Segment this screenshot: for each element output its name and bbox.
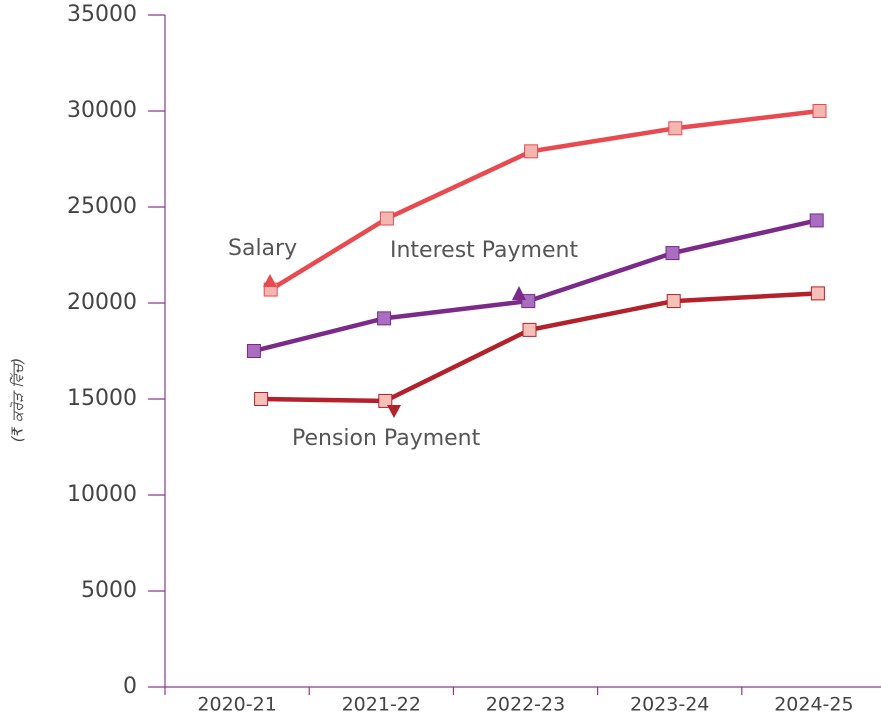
series-label: Salary bbox=[228, 236, 297, 261]
x-tick-label: 2024-25 bbox=[774, 694, 853, 716]
marker bbox=[379, 211, 394, 226]
marker bbox=[378, 393, 393, 408]
y-tick-label: 25000 bbox=[67, 194, 137, 219]
x-tick-label: 2022-23 bbox=[486, 694, 565, 716]
x-tick-label: 2021-22 bbox=[342, 694, 421, 716]
y-tick-label: 30000 bbox=[67, 98, 137, 123]
marker bbox=[809, 213, 824, 228]
series-label: Pension Payment bbox=[292, 426, 481, 451]
pointer bbox=[263, 274, 277, 287]
y-axis-label: (₹ ਕਰੋੜ ਵਿੱਚ) bbox=[9, 358, 27, 442]
y-tick-label: 0 bbox=[123, 674, 137, 699]
marker bbox=[246, 344, 261, 358]
marker bbox=[665, 246, 680, 261]
x-tick-label: 2020-21 bbox=[197, 694, 276, 716]
marker bbox=[666, 294, 681, 309]
y-tick-label: 35000 bbox=[67, 2, 137, 27]
marker bbox=[377, 311, 392, 326]
y-tick-label: 15000 bbox=[67, 386, 137, 411]
series-line bbox=[261, 291, 819, 404]
y-tick-label: 20000 bbox=[67, 290, 137, 315]
y-tick-label: 5000 bbox=[81, 578, 137, 603]
marker bbox=[668, 121, 683, 136]
marker bbox=[521, 294, 536, 309]
marker bbox=[522, 322, 537, 337]
pointer bbox=[512, 286, 526, 300]
marker bbox=[524, 144, 539, 159]
series-label: Interest Payment bbox=[390, 238, 578, 263]
marker bbox=[812, 104, 827, 118]
marker bbox=[810, 286, 825, 301]
y-tick-label: 10000 bbox=[67, 482, 137, 507]
marker bbox=[254, 392, 269, 406]
x-tick-label: 2023-24 bbox=[630, 694, 709, 716]
pointer bbox=[387, 405, 401, 418]
